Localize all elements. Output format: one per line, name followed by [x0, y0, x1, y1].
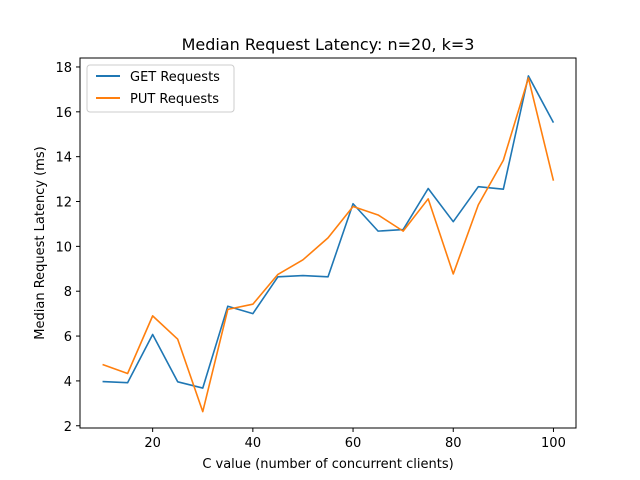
y-tick-label: 18: [55, 61, 72, 76]
series-layer: [102, 75, 555, 413]
chart-title: Median Request Latency: n=20, k=3: [182, 35, 475, 54]
x-tick-label: 40: [245, 436, 262, 451]
series-line-put: [102, 77, 555, 413]
y-tick-label: 16: [55, 106, 72, 121]
y-tick-label: 4: [64, 375, 72, 390]
x-tick-label: 80: [445, 436, 462, 451]
y-tick-label: 8: [64, 285, 72, 300]
x-axis-label: C value (number of concurrent clients): [202, 457, 453, 472]
legend-box: [86, 64, 235, 113]
y-tick-label: 2: [64, 420, 72, 435]
x-tick-label: 100: [541, 436, 566, 451]
x-tick-label: 60: [345, 436, 362, 451]
y-tick-label: 14: [55, 151, 72, 166]
x-tick-label: 20: [144, 436, 161, 451]
legend-label-put: PUT Requests: [130, 92, 219, 107]
legend: GET Requests PUT Requests: [86, 64, 235, 113]
y-axis: 2 4 6 8 10 12 14 16 18: [55, 61, 80, 435]
x-axis: 20 40 60 80 100: [144, 428, 566, 451]
legend-label-get: GET Requests: [130, 70, 220, 85]
series-line-get: [102, 75, 555, 389]
y-tick-label: 12: [55, 196, 72, 211]
plot-frame: [79, 57, 577, 429]
y-axis-label: Median Request Latency (ms): [33, 146, 48, 339]
y-tick-label: 10: [55, 240, 72, 255]
y-tick-label: 6: [64, 330, 72, 345]
